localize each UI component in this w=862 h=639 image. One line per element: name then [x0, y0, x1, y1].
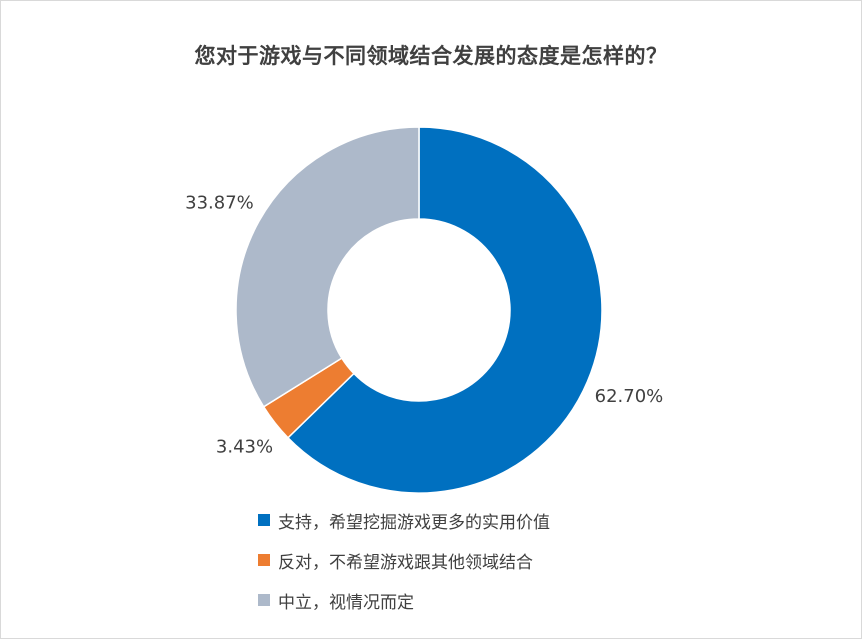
legend-label-oppose: 反对，不希望游戏跟其他领域结合: [278, 552, 533, 573]
legend-swatch-neutral: [258, 594, 270, 606]
legend-swatch-oppose: [258, 554, 270, 566]
data-label-oppose: 3.43%: [216, 436, 273, 457]
chart-legend: 支持，希望挖掘游戏更多的实用价值 反对，不希望游戏跟其他领域结合 中立，视情况而…: [258, 510, 550, 630]
chart-title: 您对于游戏与不同领域结合发展的态度是怎样的？: [194, 44, 668, 68]
data-label-neutral: 33.87%: [185, 193, 254, 214]
donut-slices: [235, 126, 603, 494]
legend-item-neutral: 中立，视情况而定: [258, 590, 550, 613]
data-label-support: 62.70%: [595, 386, 664, 407]
slice-support: [286, 126, 603, 494]
legend-label-support: 支持，希望挖掘游戏更多的实用价值: [278, 512, 550, 533]
slice-neutral: [235, 126, 420, 408]
legend-item-oppose: 反对，不希望游戏跟其他领域结合: [258, 550, 550, 573]
legend-label-neutral: 中立，视情况而定: [278, 592, 414, 613]
legend-swatch-support: [258, 514, 270, 526]
donut-data-labels: 62.70% 3.43% 33.87%: [185, 193, 663, 458]
legend-item-support: 支持，希望挖掘游戏更多的实用价值: [258, 510, 550, 533]
